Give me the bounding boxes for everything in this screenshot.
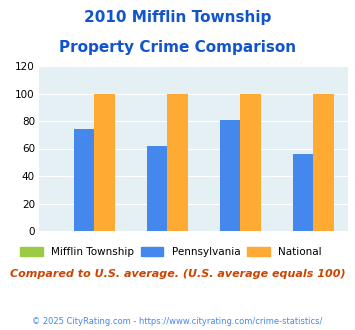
Legend: Mifflin Township, Pennsylvania, National: Mifflin Township, Pennsylvania, National (16, 243, 326, 261)
Bar (240, 93, 261, 231)
Bar (94, 93, 115, 231)
Bar (220, 120, 240, 231)
Bar (293, 154, 313, 231)
Bar (147, 146, 167, 231)
Text: 2010 Mifflin Township: 2010 Mifflin Township (84, 10, 271, 25)
Text: Property Crime Comparison: Property Crime Comparison (59, 40, 296, 54)
Bar (167, 93, 188, 231)
Bar (73, 129, 94, 231)
Bar (313, 93, 334, 231)
Text: Compared to U.S. average. (U.S. average equals 100): Compared to U.S. average. (U.S. average … (10, 269, 345, 279)
Text: © 2025 CityRating.com - https://www.cityrating.com/crime-statistics/: © 2025 CityRating.com - https://www.city… (32, 317, 323, 326)
